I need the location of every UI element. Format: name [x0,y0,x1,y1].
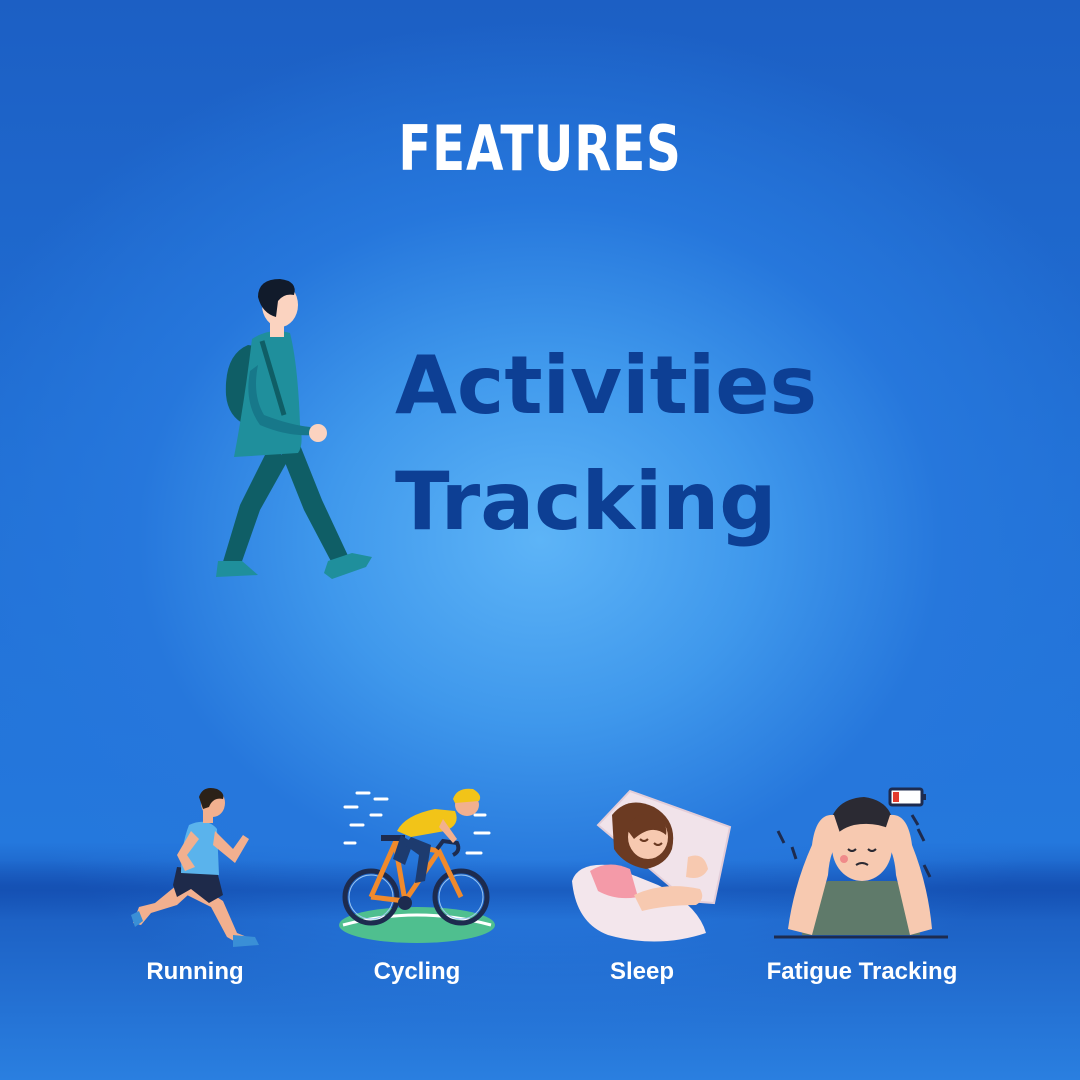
headline-line-2: Tracking [395,455,777,548]
cyclist-icon [339,788,495,943]
feature-label-sleep: Sleep [609,958,675,985]
tired-man-icon [774,787,948,939]
sleeping-woman-icon [572,789,732,942]
running-person-icon [131,788,259,947]
headline: Activities Tracking [395,328,817,560]
feature-label-fatigue-tracking: Fatigue Tracking [766,958,958,985]
feature-label-cycling: Cycling [373,958,461,985]
walking-person-icon [216,279,372,579]
headline-line-1: Activities [395,339,818,432]
feature-label-running: Running [146,958,244,985]
page-title: FEATURES [398,112,682,185]
